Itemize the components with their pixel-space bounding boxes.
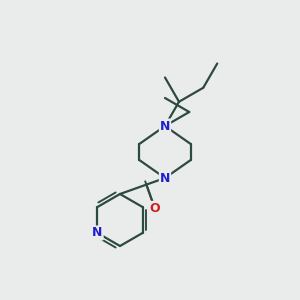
Text: N: N (160, 119, 170, 133)
Text: N: N (92, 226, 103, 239)
Text: N: N (160, 172, 170, 184)
Text: O: O (149, 202, 160, 215)
